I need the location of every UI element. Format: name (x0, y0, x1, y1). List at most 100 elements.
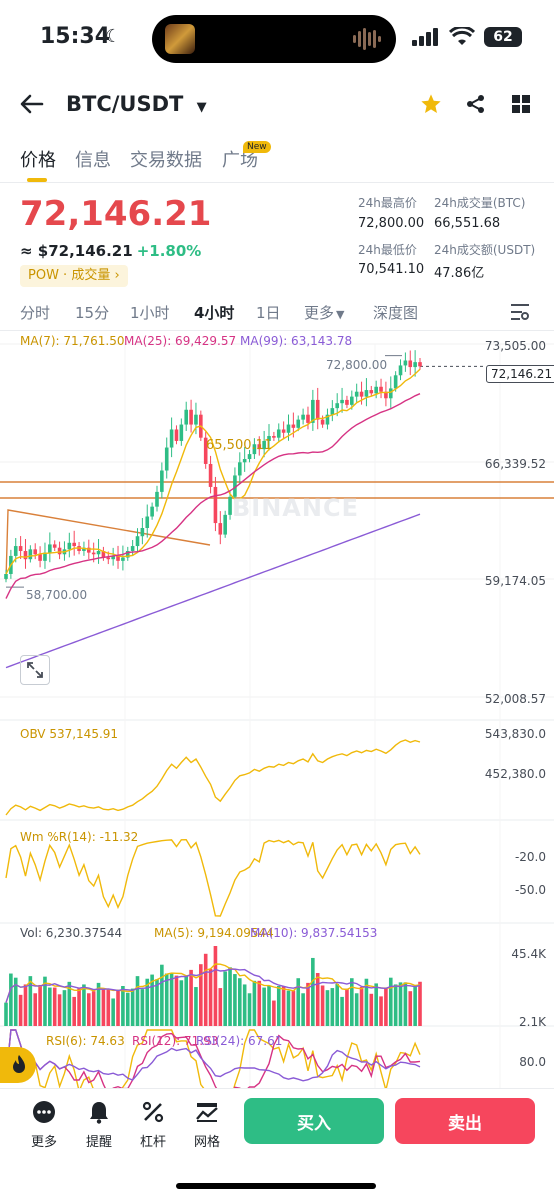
more-tool[interactable]: 更多 (24, 1099, 64, 1150)
volume-bar (369, 993, 374, 1026)
volume-bar (398, 982, 403, 1026)
tf-more-label: 更多 (304, 304, 335, 322)
candle-body (247, 454, 252, 460)
candle-body (345, 399, 349, 405)
volume-bar (9, 973, 13, 1026)
ma25-legend: MA(25): 69,429.57 (124, 334, 237, 348)
tab-trading-data[interactable]: 交易数据 (130, 150, 202, 171)
volume-bar (169, 973, 174, 1026)
candle-body (164, 447, 169, 471)
margin-tool[interactable]: 杠杆 (133, 1099, 173, 1150)
tf-15m[interactable]: 15分 (75, 304, 110, 322)
candle-body (189, 409, 193, 425)
candle-body (208, 463, 213, 487)
candle-body (38, 554, 42, 561)
vol-btc-label: 24h成交量(BTC) (434, 196, 526, 210)
volume-bar (189, 969, 193, 1026)
status-time: 15:34 (40, 24, 111, 49)
wr-axis-1: -20.0 (514, 850, 546, 864)
pair-selector[interactable]: BTC/USDT ▼ (66, 92, 207, 116)
candle-body (257, 444, 262, 450)
volume-bar (145, 978, 150, 1026)
vol-ma10-legend: MA(10): 9,837.54153 (250, 926, 378, 940)
candle-body (28, 549, 33, 560)
percent-icon (142, 1101, 164, 1123)
alert-tool-label: 提醒 (85, 1135, 112, 1150)
vol-axis-1: 45.4K (511, 947, 546, 961)
music-artwork-icon (165, 24, 195, 54)
last-price: 72,146.21 (20, 194, 212, 234)
volume-bar (384, 988, 388, 1026)
candle-body (359, 391, 364, 397)
volume-bar (48, 987, 52, 1026)
candle-body (140, 528, 145, 537)
caret-down-icon: ▼ (336, 308, 345, 321)
candle-body (18, 546, 23, 551)
quick-action-button[interactable] (0, 1047, 36, 1083)
kline-canvas[interactable] (0, 330, 554, 1090)
candle-body (306, 414, 310, 423)
grid-tool-label: 网格 (193, 1135, 220, 1150)
back-arrow-icon[interactable] (20, 94, 44, 114)
candle-body (72, 542, 76, 547)
tf-1h[interactable]: 1小时 (130, 304, 170, 322)
candle-body (281, 429, 286, 433)
volume-bar (345, 988, 349, 1026)
tf-line[interactable]: 分时 (20, 304, 51, 322)
battery-indicator: 62 (484, 27, 522, 47)
candle-body (374, 386, 378, 394)
volume-bar (301, 993, 305, 1026)
candle-body (179, 424, 184, 441)
volume-bar (62, 990, 67, 1026)
pow-tag[interactable]: POW · 成交量 › (20, 265, 128, 287)
volume-bar (160, 964, 164, 1026)
candle-body (340, 399, 344, 404)
candle-body (150, 506, 154, 517)
vol-axis-2: 2.1K (519, 1015, 546, 1029)
share-icon[interactable] (466, 94, 486, 114)
tf-more[interactable]: 更多 ▼ (304, 302, 344, 323)
tab-price[interactable]: 价格 (20, 150, 56, 171)
volume-bar (111, 998, 115, 1026)
grid-tool[interactable]: 网格 (187, 1099, 227, 1150)
volume-bar (267, 985, 271, 1026)
volume-bar (262, 987, 266, 1026)
volume-bar (72, 996, 76, 1026)
alert-tool[interactable]: 提醒 (79, 1099, 119, 1150)
grid-layout-icon[interactable] (512, 95, 530, 113)
moon-icon: ☾ (105, 26, 122, 47)
fullscreen-button[interactable] (20, 655, 50, 685)
candle-body (52, 544, 57, 548)
volume-bar (315, 973, 320, 1026)
sell-button[interactable]: 卖出 (395, 1098, 535, 1144)
overlay-price-label: 65,500.11 (206, 438, 273, 453)
tf-1d[interactable]: 1日 (256, 304, 281, 322)
tf-depth[interactable]: 深度图 (373, 304, 419, 322)
volume-bar (379, 996, 383, 1026)
ma99-line (5, 513, 421, 669)
low-price-marker: 58,700.00 (26, 588, 88, 602)
rsi6-line (5, 1029, 421, 1090)
tab-info[interactable]: 信息 (75, 150, 111, 171)
candle-body (116, 555, 120, 561)
volume-bar (296, 978, 301, 1026)
volume-bar (408, 991, 413, 1026)
star-icon[interactable] (420, 93, 442, 115)
candle-body (125, 550, 130, 558)
kline-chart[interactable]: MA(7): 71,761.50 MA(25): 69,429.57 MA(99… (0, 330, 554, 1090)
tab-square[interactable]: 广场 (222, 150, 258, 171)
chart-settings-icon[interactable] (510, 303, 530, 321)
candle-body (325, 414, 330, 425)
candle-body (218, 523, 223, 535)
candle-body (203, 437, 208, 464)
tf-4h[interactable]: 4小时 (194, 304, 235, 322)
volume-bar (306, 982, 310, 1026)
candle-body (403, 360, 408, 366)
low-label: 24h最低价 (358, 243, 417, 257)
volume-bar (281, 986, 286, 1026)
candle-body (130, 546, 135, 551)
volume-bar (364, 978, 369, 1026)
high-price-marker: 72,800.00 (326, 358, 388, 372)
buy-button[interactable]: 买入 (244, 1098, 384, 1144)
volume-bar (242, 984, 247, 1026)
